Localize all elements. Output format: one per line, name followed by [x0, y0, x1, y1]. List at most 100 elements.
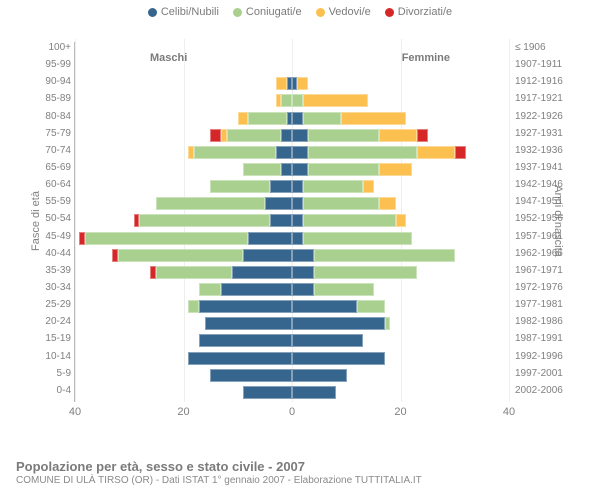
x-tick: 20	[394, 406, 406, 418]
bar-segment	[385, 317, 390, 330]
legend-dot-icon	[148, 8, 157, 17]
age-label: 65-69	[33, 163, 71, 173]
birth-year-label: 1917-1921	[515, 94, 577, 104]
bar-segment	[188, 352, 292, 365]
bar-segment	[379, 197, 395, 210]
bar-segment	[297, 77, 308, 90]
birth-year-label: 1907-1911	[515, 60, 577, 70]
chart-area: 402002040100+≤ 190695-991907-191190-9419…	[74, 42, 510, 402]
bar-male	[79, 232, 292, 245]
birth-year-label: 1962-1966	[515, 249, 577, 259]
bar-segment	[303, 197, 379, 210]
legend-label: Coniugati/e	[246, 6, 302, 18]
x-tick: 40	[503, 406, 515, 418]
bar-segment	[292, 300, 357, 313]
birth-year-label: 1957-1961	[515, 232, 577, 242]
bar-male	[210, 180, 292, 193]
bar-segment	[221, 283, 292, 296]
bar-segment	[292, 129, 308, 142]
age-label: 100+	[33, 43, 71, 53]
bar-segment	[210, 129, 221, 142]
bar-segment	[292, 232, 303, 245]
bar-segment	[199, 283, 221, 296]
birth-year-label: 1992-1996	[515, 352, 577, 362]
bar-female	[292, 283, 374, 296]
bar-segment	[292, 283, 314, 296]
chart-subtitle: COMUNE DI ULÀ TIRSO (OR) - Dati ISTAT 1°…	[16, 475, 422, 486]
bar-segment	[270, 214, 292, 227]
birth-year-label: 2002-2006	[515, 386, 577, 396]
bar-female	[292, 266, 417, 279]
bar-female	[292, 94, 368, 107]
birth-year-label: 1937-1941	[515, 163, 577, 173]
bar-segment	[199, 334, 292, 347]
bar-male	[188, 300, 292, 313]
bar-male	[112, 249, 292, 262]
bar-segment	[281, 129, 292, 142]
age-label: 5-9	[33, 369, 71, 379]
bar-segment	[156, 266, 232, 279]
bar-female	[292, 197, 396, 210]
bar-segment	[85, 232, 249, 245]
bar-segment	[303, 112, 341, 125]
bar-segment	[379, 163, 412, 176]
bar-segment	[292, 112, 303, 125]
bar-segment	[303, 94, 368, 107]
legend: Celibi/NubiliConiugati/eVedovi/eDivorzia…	[0, 0, 600, 18]
bar-segment	[210, 369, 292, 382]
bar-male	[205, 317, 292, 330]
x-tick: 0	[289, 406, 295, 418]
bar-segment	[139, 214, 270, 227]
bar-segment	[303, 232, 412, 245]
bar-male	[276, 94, 292, 107]
birth-year-label: 1927-1931	[515, 129, 577, 139]
bar-male	[188, 352, 292, 365]
legend-item: Coniugati/e	[233, 6, 302, 18]
birth-year-label: 1987-1991	[515, 334, 577, 344]
legend-dot-icon	[385, 8, 394, 17]
bar-segment	[292, 163, 308, 176]
bar-segment	[417, 129, 428, 142]
gridline	[509, 39, 510, 402]
bar-female	[292, 214, 406, 227]
age-label: 90-94	[33, 77, 71, 87]
bar-male	[156, 197, 292, 210]
bar-segment	[314, 266, 418, 279]
age-label: 75-79	[33, 129, 71, 139]
legend-item: Vedovi/e	[316, 6, 371, 18]
gridline	[75, 39, 76, 402]
bar-female	[292, 180, 374, 193]
bar-segment	[396, 214, 407, 227]
bar-segment	[308, 163, 379, 176]
bar-male	[243, 163, 292, 176]
bar-male	[199, 283, 292, 296]
age-label: 35-39	[33, 266, 71, 276]
bar-segment	[210, 180, 270, 193]
bar-segment	[156, 197, 265, 210]
age-label: 45-49	[33, 232, 71, 242]
bar-segment	[357, 300, 384, 313]
age-label: 20-24	[33, 317, 71, 327]
bar-segment	[417, 146, 455, 159]
birth-year-label: 1997-2001	[515, 369, 577, 379]
bar-segment	[188, 300, 199, 313]
birth-year-label: 1952-1956	[515, 214, 577, 224]
bar-segment	[276, 77, 287, 90]
bar-segment	[341, 112, 406, 125]
age-label: 0-4	[33, 386, 71, 396]
bar-segment	[292, 146, 308, 159]
bar-segment	[265, 197, 292, 210]
age-label: 15-19	[33, 334, 71, 344]
bar-segment	[314, 249, 456, 262]
chart-title: Popolazione per età, sesso e stato civil…	[16, 459, 422, 474]
chart-footer: Popolazione per età, sesso e stato civil…	[16, 459, 422, 486]
bar-male	[150, 266, 292, 279]
bar-segment	[303, 180, 363, 193]
birth-year-label: 1977-1981	[515, 300, 577, 310]
legend-item: Divorziati/e	[385, 6, 452, 18]
bar-segment	[243, 163, 281, 176]
age-label: 25-29	[33, 300, 71, 310]
bar-segment	[292, 214, 303, 227]
legend-dot-icon	[316, 8, 325, 17]
legend-label: Divorziati/e	[398, 6, 452, 18]
